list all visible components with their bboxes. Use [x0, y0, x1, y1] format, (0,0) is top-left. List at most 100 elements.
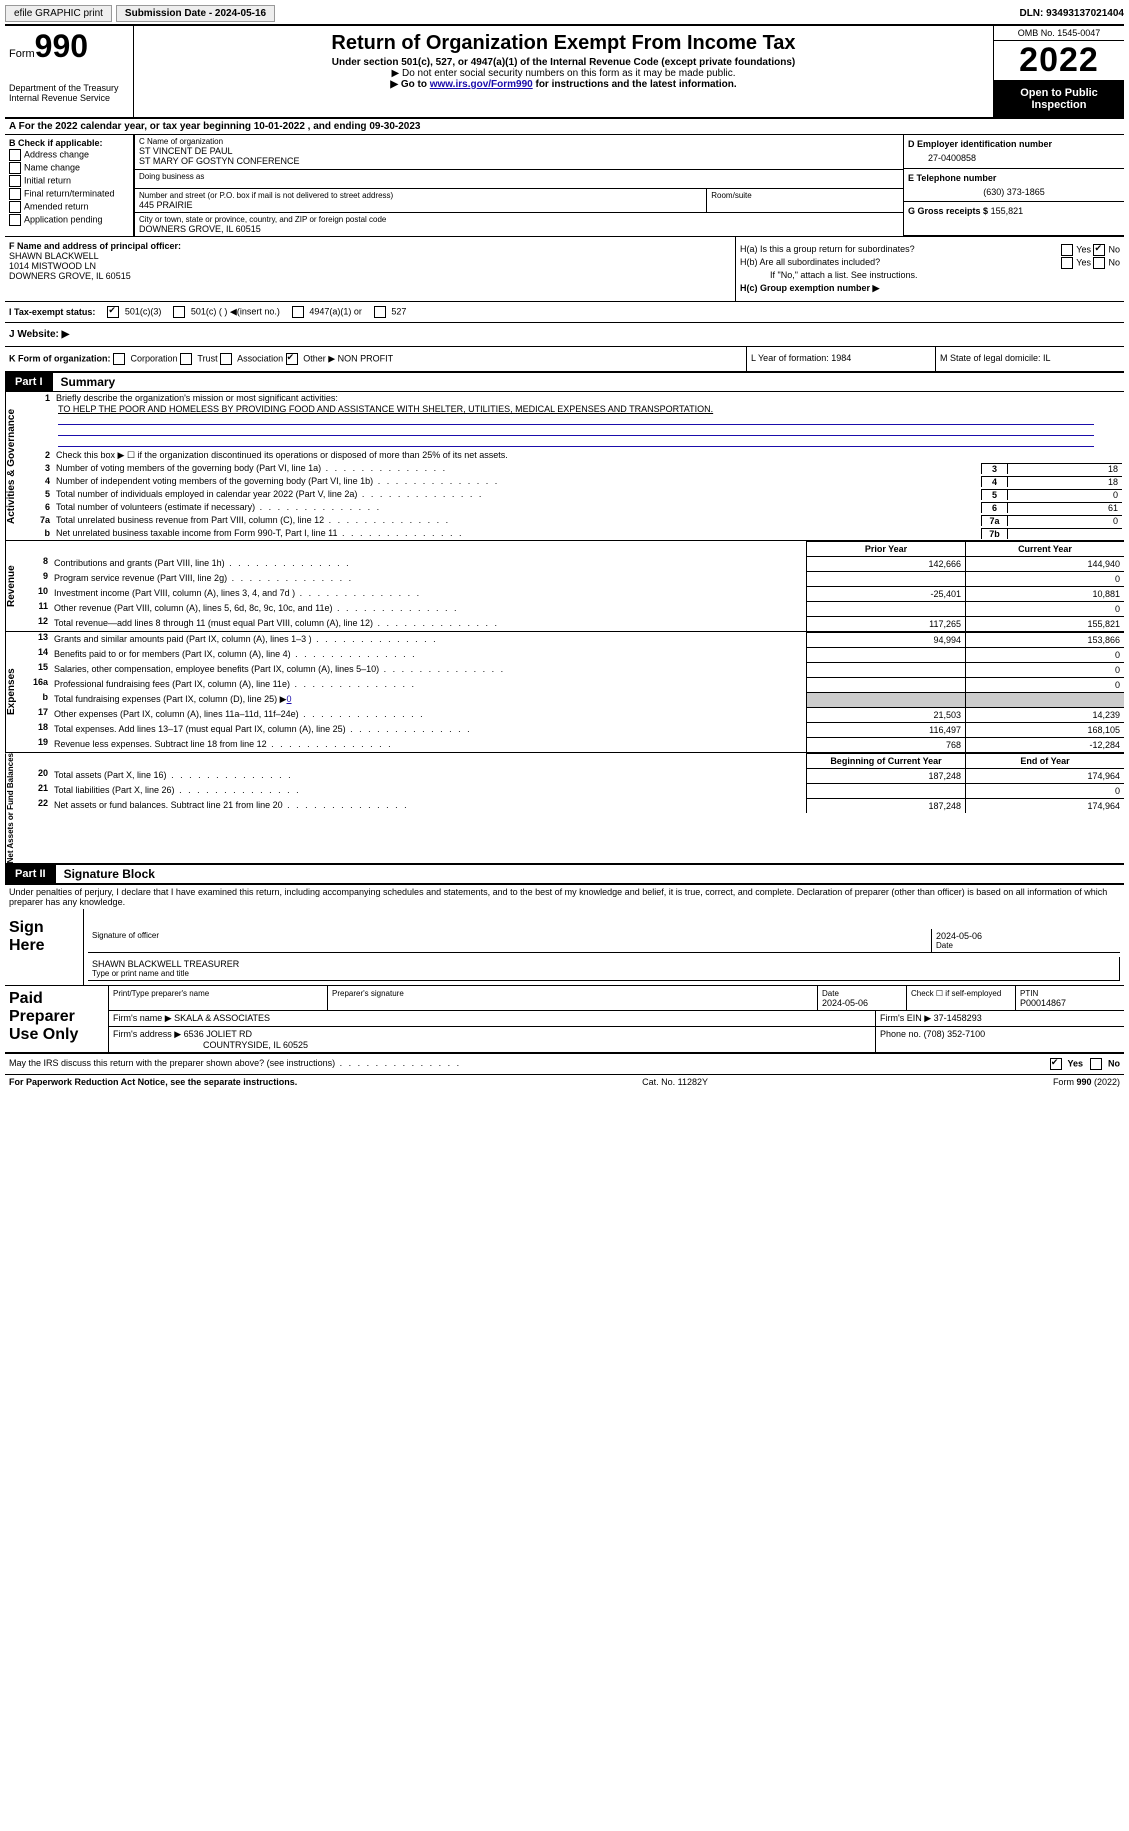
- top-bar: efile GRAPHIC print Submission Date - 20…: [5, 5, 1124, 26]
- part2-title: Signature Block: [56, 867, 155, 881]
- section-b-label: B Check if applicable:: [9, 138, 103, 148]
- part1-title: Summary: [53, 375, 116, 389]
- chk-name-change[interactable]: [9, 162, 21, 174]
- discuss-no: No: [1108, 1059, 1120, 1069]
- opt-trust: Trust: [197, 353, 217, 363]
- chk-4947[interactable]: [292, 306, 304, 318]
- sign-here-section: Sign Here Signature of officer 2024-05-0…: [5, 909, 1124, 986]
- discuss-text: May the IRS discuss this return with the…: [9, 1058, 1050, 1070]
- tel-value: (630) 373-1865: [908, 187, 1120, 197]
- summary-line: 17Other expenses (Part IX, column (A), l…: [28, 707, 1124, 722]
- chk-discuss-no[interactable]: [1090, 1058, 1102, 1070]
- sig-name-label: Type or print name and title: [92, 969, 1115, 978]
- city-label: City or town, state or province, country…: [139, 215, 899, 224]
- row-k: K Form of organization: Corporation Trus…: [5, 347, 1124, 373]
- open-inspection: Open to Public Inspection: [994, 81, 1124, 117]
- prep-self-hdr: Check ☐ if self-employed: [911, 989, 1001, 998]
- mission-text: TO HELP THE POOR AND HOMELESS BY PROVIDI…: [28, 404, 1124, 414]
- officer-addr1: 1014 MISTWOOD LN: [9, 261, 731, 271]
- efile-button[interactable]: efile GRAPHIC print: [5, 5, 112, 22]
- summary-line: 21Total liabilities (Part X, line 26)0: [28, 783, 1124, 798]
- chk-final-return[interactable]: [9, 188, 21, 200]
- summary-line: 12Total revenue—add lines 8 through 11 (…: [28, 616, 1124, 631]
- tel-label: E Telephone number: [908, 173, 1120, 183]
- discuss-row: May the IRS discuss this return with the…: [5, 1054, 1124, 1074]
- chk-other[interactable]: [286, 353, 298, 365]
- bocy-hdr: Beginning of Current Year: [806, 753, 965, 768]
- hb-label: H(b) Are all subordinates included?: [740, 257, 880, 267]
- summary-line: 11Other revenue (Part VIII, column (A), …: [28, 601, 1124, 616]
- revenue-section: Revenue Prior YearCurrent Year 8Contribu…: [5, 541, 1124, 632]
- prior-year-hdr: Prior Year: [806, 541, 965, 556]
- opt-corp: Corporation: [131, 353, 178, 363]
- opt-other: Other ▶: [303, 353, 335, 363]
- officer-label: F Name and address of principal officer:: [9, 241, 181, 251]
- officer-addr2: DOWNERS GROVE, IL 60515: [9, 271, 731, 281]
- ha-no: No: [1108, 244, 1120, 254]
- street-address: 445 PRAIRIE: [139, 200, 702, 210]
- prep-ptin: P00014867: [1020, 998, 1066, 1008]
- chk-assoc[interactable]: [220, 353, 232, 365]
- current-year-hdr: Current Year: [965, 541, 1124, 556]
- summary-line: 22Net assets or fund balances. Subtract …: [28, 798, 1124, 813]
- subtitle-2: ▶ Do not enter social security numbers o…: [138, 68, 989, 79]
- opt-final-return: Final return/terminated: [24, 188, 115, 198]
- firm-name-lbl: Firm's name ▶: [113, 1013, 172, 1023]
- chk-discuss-yes[interactable]: [1050, 1058, 1062, 1070]
- form-header: Form990 Department of the Treasury Inter…: [5, 26, 1124, 119]
- subtitle-1: Under section 501(c), 527, or 4947(a)(1)…: [138, 57, 989, 68]
- chk-trust[interactable]: [180, 353, 192, 365]
- ein-label: D Employer identification number: [908, 139, 1120, 149]
- dba-label: Doing business as: [139, 172, 899, 181]
- chk-corp[interactable]: [113, 353, 125, 365]
- gross-label: G Gross receipts $: [908, 206, 988, 216]
- goto-post: for instructions and the latest informat…: [533, 79, 737, 90]
- firm-name: SKALA & ASSOCIATES: [174, 1013, 270, 1023]
- chk-address-change[interactable]: [9, 149, 21, 161]
- firm-phone-lbl: Phone no.: [880, 1029, 921, 1039]
- chk-501c[interactable]: [173, 306, 185, 318]
- name-label: C Name of organization: [139, 137, 899, 146]
- summary-line: 5Total number of individuals employed in…: [28, 488, 1124, 501]
- ha-label: H(a) Is this a group return for subordin…: [740, 244, 915, 254]
- prep-name-hdr: Print/Type preparer's name: [113, 989, 209, 998]
- room-label: Room/suite: [711, 191, 899, 200]
- paid-preparer-section: Paid Preparer Use Only Print/Type prepar…: [5, 986, 1124, 1054]
- chk-501c3[interactable]: [107, 306, 119, 318]
- hb-note: If "No," attach a list. See instructions…: [740, 270, 1120, 280]
- tab-expenses: Expenses: [5, 632, 28, 752]
- chk-app-pending[interactable]: [9, 214, 21, 226]
- chk-527[interactable]: [374, 306, 386, 318]
- chk-hb-no[interactable]: [1093, 257, 1105, 269]
- chk-ha-no[interactable]: [1093, 244, 1105, 256]
- summary-line: 8Contributions and grants (Part VIII, li…: [28, 556, 1124, 571]
- chk-amended-return[interactable]: [9, 201, 21, 213]
- sign-here-label: Sign Here: [5, 909, 84, 985]
- chk-hb-yes[interactable]: [1061, 257, 1073, 269]
- other-value: NON PROFIT: [338, 353, 394, 363]
- firm-ein-lbl: Firm's EIN ▶: [880, 1013, 931, 1023]
- penalties-text: Under penalties of perjury, I declare th…: [5, 884, 1124, 909]
- footer-mid: Cat. No. 11282Y: [642, 1077, 708, 1087]
- k-label: K Form of organization:: [9, 353, 111, 363]
- irs-link[interactable]: www.irs.gov/Form990: [430, 79, 533, 90]
- summary-line: 15Salaries, other compensation, employee…: [28, 662, 1124, 677]
- tab-revenue: Revenue: [5, 541, 28, 631]
- chk-initial-return[interactable]: [9, 175, 21, 187]
- summary-line: 7aTotal unrelated business revenue from …: [28, 514, 1124, 527]
- discuss-yes: Yes: [1067, 1059, 1083, 1069]
- eoy-hdr: End of Year: [965, 753, 1124, 768]
- opt-assoc: Association: [237, 353, 283, 363]
- line1-label: Briefly describe the organization's miss…: [56, 393, 1122, 403]
- opt-app-pending: Application pending: [24, 214, 103, 224]
- footer-right: Form 990 (2022): [1053, 1077, 1120, 1087]
- prep-sig-hdr: Preparer's signature: [332, 989, 404, 998]
- prep-date: 2024-05-06: [822, 998, 868, 1008]
- submission-date: Submission Date - 2024-05-16: [116, 5, 275, 22]
- form-number: 990: [35, 28, 88, 64]
- opt-amended-return: Amended return: [24, 201, 89, 211]
- tax-status-row: I Tax-exempt status: 501(c)(3) 501(c) ( …: [5, 302, 1124, 323]
- firm-phone: (708) 352-7100: [924, 1029, 986, 1039]
- summary-line: 14Benefits paid to or for members (Part …: [28, 647, 1124, 662]
- chk-ha-yes[interactable]: [1061, 244, 1073, 256]
